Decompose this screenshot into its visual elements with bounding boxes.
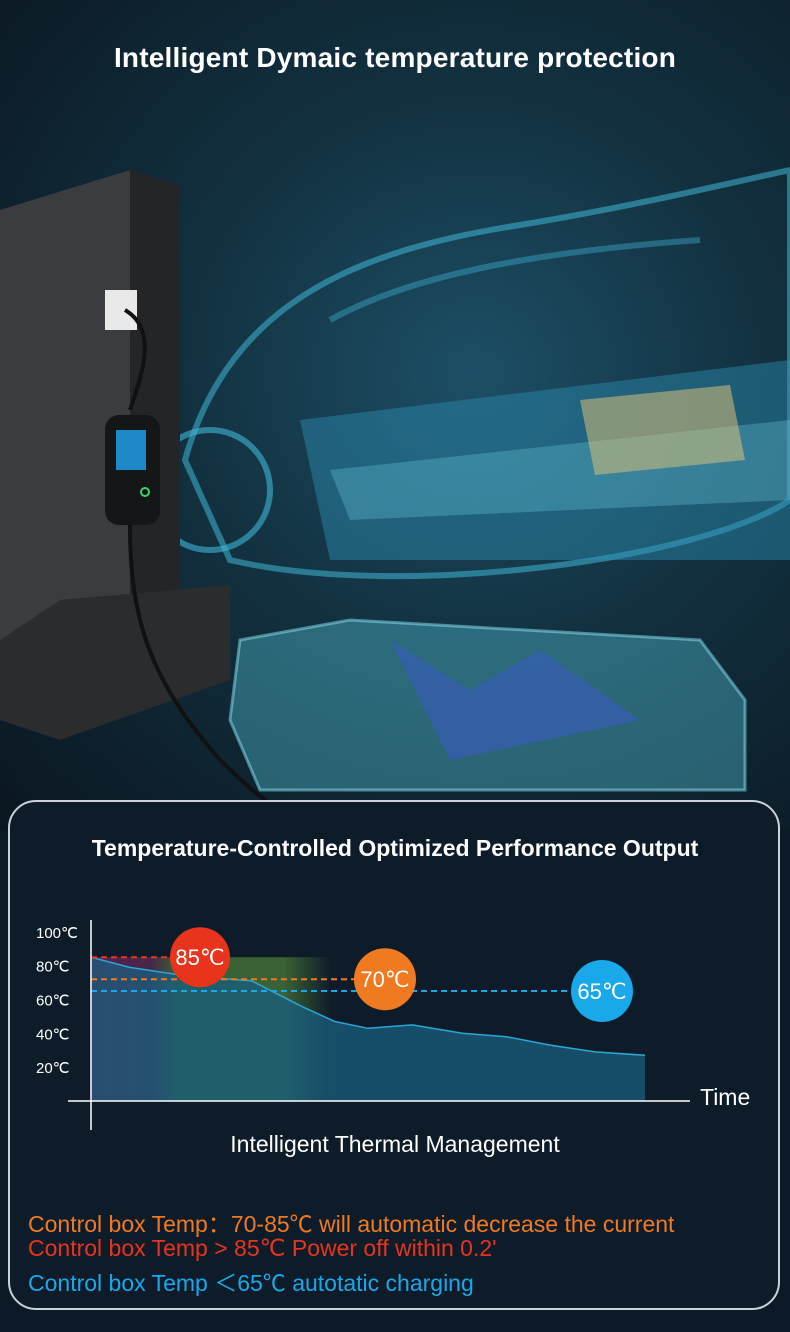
threshold-badge-label: 85℃ <box>175 945 224 970</box>
chart-title: Temperature-Controlled Optimized Perform… <box>91 835 699 861</box>
y-tick-label: 60℃ <box>36 993 70 1010</box>
y-tick-label: 40℃ <box>36 1026 70 1043</box>
charging-pillar-illustration <box>0 170 321 830</box>
note-normal-charging: Control box Temp ＜65℃ autotatic charging <box>28 1270 474 1296</box>
battery-cells-illustration <box>300 360 790 560</box>
threshold-badge-label: 70℃ <box>360 967 409 992</box>
y-tick-label: 100℃ <box>36 925 78 942</box>
charger-screen <box>116 430 146 470</box>
hero-image: Intelligent Dymaic temperature protectio… <box>0 0 790 830</box>
threshold-badge <box>571 960 633 1023</box>
threshold-badge <box>170 927 230 988</box>
charging-scene-illustration <box>0 166 790 830</box>
y-tick-label: 80℃ <box>36 959 70 976</box>
series-area <box>91 957 645 1101</box>
note-power-off: Control box Temp > 85℃ Power off within … <box>28 1235 497 1261</box>
hero-title: Intelligent Dymaic temperature protectio… <box>113 42 677 73</box>
temperature-chart: 100℃ 80℃ 60℃ 40℃ 20℃ Time 85℃ 70℃ 65℃ <box>36 920 750 1130</box>
chart-caption: Intelligent Thermal Management <box>230 1131 560 1157</box>
y-tick-label: 20℃ <box>36 1060 70 1077</box>
note-derate: Control box Temp：70-85℃ will automatic d… <box>28 1211 675 1237</box>
battery-case-illustration <box>228 618 747 792</box>
threshold-badge-label: 65℃ <box>577 979 626 1004</box>
threshold-badge <box>354 948 416 1011</box>
wall-socket <box>105 290 137 330</box>
x-axis-label: Time <box>700 1084 750 1110</box>
